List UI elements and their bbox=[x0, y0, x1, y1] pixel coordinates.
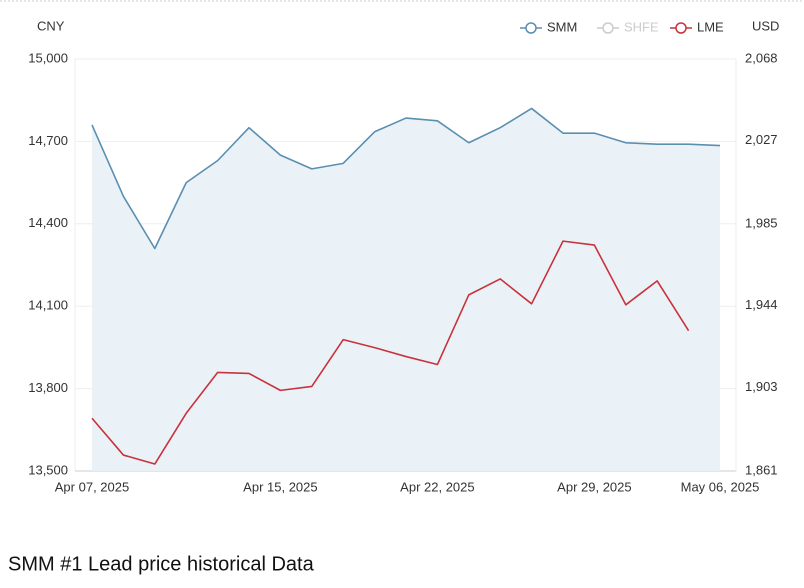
x-tick-label: May 06, 2025 bbox=[681, 479, 760, 494]
area bbox=[92, 108, 720, 471]
legend-marker bbox=[602, 22, 614, 34]
y-tick-label: 13,500 bbox=[28, 462, 68, 477]
y2-axis-label: USD bbox=[752, 18, 779, 33]
y-tick-label: 14,100 bbox=[28, 298, 68, 313]
y2-tick-label: 1,944 bbox=[745, 297, 778, 312]
y-tick-label: 14,400 bbox=[28, 215, 68, 230]
legend-label: SMM bbox=[547, 19, 577, 34]
line bbox=[91, 107, 721, 250]
y2-tick-label: 2,027 bbox=[745, 132, 778, 147]
y-tick-label: 13,800 bbox=[28, 380, 68, 395]
x-tick-label: Apr 29, 2025 bbox=[557, 479, 631, 494]
y2-tick-label: 1,985 bbox=[745, 216, 778, 231]
y2-tick-label: 2,068 bbox=[745, 50, 778, 65]
legend-marker bbox=[525, 22, 537, 34]
y-tick-label: 15,000 bbox=[28, 50, 68, 65]
x-tick-label: Apr 15, 2025 bbox=[243, 479, 317, 494]
x-tick-label: Apr 07, 2025 bbox=[55, 479, 129, 494]
y2-tick-label: 1,903 bbox=[745, 379, 778, 394]
y2-tick-label: 1,861 bbox=[745, 462, 778, 477]
y-axis-label: CNY bbox=[37, 18, 65, 33]
chart-title: SMM #1 Lead price historical Data bbox=[8, 553, 315, 575]
line bbox=[91, 240, 690, 465]
legend-label: SHFE bbox=[624, 19, 659, 34]
legend-marker bbox=[675, 22, 687, 34]
legend-label: LME bbox=[697, 19, 724, 34]
x-tick-label: Apr 22, 2025 bbox=[400, 479, 474, 494]
y-tick-label: 14,700 bbox=[28, 133, 68, 148]
